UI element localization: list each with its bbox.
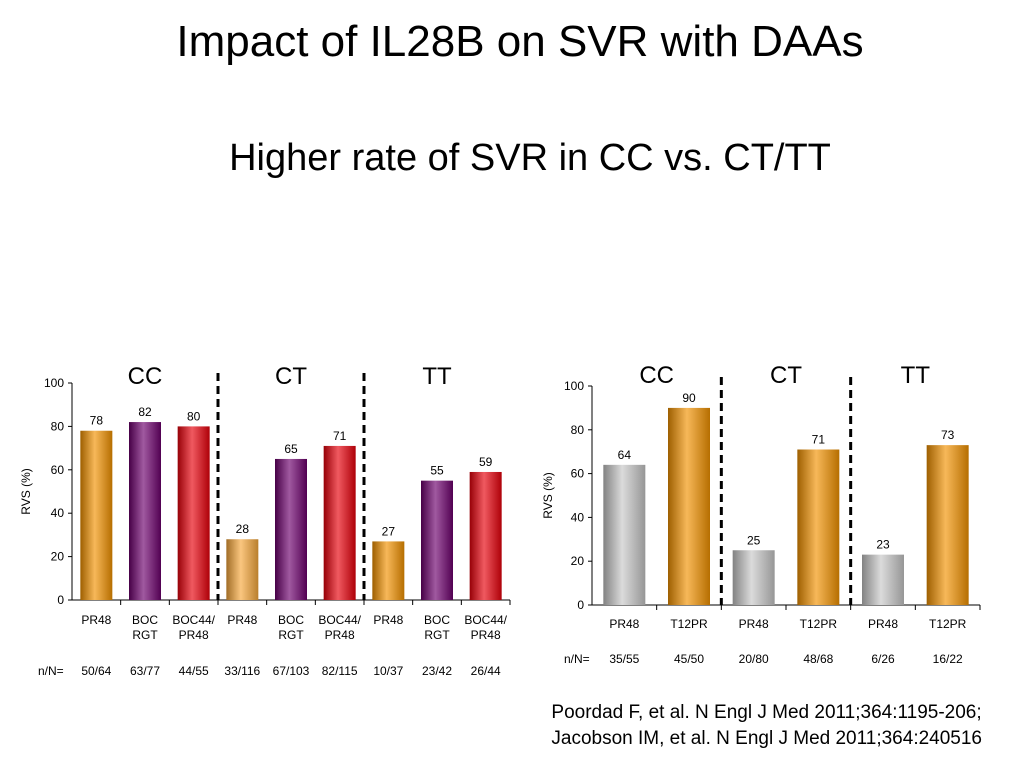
- n-over-n-value: 44/55: [179, 664, 209, 678]
- genotype-group-label: CC: [128, 363, 163, 390]
- y-tick-label: 80: [51, 419, 65, 433]
- bar: [732, 550, 775, 605]
- x-tick-label: PR48: [227, 613, 257, 627]
- bar: [797, 449, 840, 605]
- slide-title: Impact of IL28B on SVR with DAAs: [176, 17, 864, 66]
- y-axis-title: RVS (%): [541, 472, 555, 518]
- n-over-n-value: 50/64: [81, 664, 111, 678]
- bar-value-label: 64: [618, 448, 632, 462]
- n-over-n-value: 63/77: [130, 664, 160, 678]
- bar-value-label: 27: [382, 524, 396, 538]
- bar: [177, 426, 210, 600]
- bar: [275, 458, 307, 600]
- bar-value-label: 90: [682, 391, 696, 405]
- x-tick-label: T12PR: [670, 617, 708, 631]
- x-tick-label: BOC44/PR48: [464, 613, 507, 642]
- bar: [421, 480, 453, 600]
- n-over-n-value: 6/26: [871, 652, 895, 666]
- y-tick-label: 40: [571, 510, 585, 524]
- n-over-n-value: 33/116: [224, 664, 260, 678]
- bar: [603, 464, 646, 605]
- x-tick-label: BOC RGT: [278, 613, 304, 642]
- n-over-n-value: 20/80: [739, 652, 769, 666]
- bar: [226, 539, 259, 600]
- bar: [129, 422, 161, 600]
- y-axis-title: RVS (%): [19, 468, 33, 514]
- y-tick-label: 0: [57, 593, 64, 607]
- chart-telaprevir: 0 20 40 60 80 100 RVS (%) n/N= 64 PR48 35/55 90 T12P…: [541, 362, 981, 666]
- citation: Poordad F, et al. N Engl J Med 2011;364:…: [551, 700, 982, 752]
- y-tick-label: 60: [571, 467, 585, 481]
- bar: [323, 445, 356, 600]
- n-over-n-label: n/N=: [38, 664, 64, 678]
- genotype-group-label: CT: [770, 362, 802, 389]
- n-over-n-value: 67/103: [273, 664, 310, 678]
- x-tick-label: BOC RGT: [424, 613, 450, 642]
- bar: [372, 541, 405, 600]
- bar-value-label: 55: [430, 464, 444, 478]
- genotype-group-label: CC: [639, 362, 674, 389]
- x-tick-label: BOC RGT: [132, 613, 158, 642]
- n-over-n-value: 35/55: [609, 652, 639, 666]
- x-tick-label: PR48: [81, 613, 111, 627]
- y-tick-label: 100: [564, 379, 584, 393]
- n-over-n-value: 16/22: [933, 652, 963, 666]
- bar-value-label: 23: [876, 538, 890, 552]
- n-over-n-value: 82/115: [322, 664, 358, 678]
- x-tick-label: BOC44/PR48: [318, 613, 361, 642]
- y-tick-label: 0: [577, 598, 584, 612]
- citation-line-1: Poordad F, et al. N Engl J Med 2011;364:…: [551, 702, 982, 723]
- x-tick-label: T12PR: [929, 617, 967, 631]
- bar-value-label: 25: [747, 533, 761, 547]
- n-over-n-value: 10/37: [373, 664, 403, 678]
- x-tick-label: PR48: [868, 617, 898, 631]
- genotype-group-label: TT: [422, 363, 452, 390]
- bar: [469, 471, 502, 600]
- x-tick-label: PR48: [739, 617, 769, 631]
- x-tick-label: PR48: [609, 617, 639, 631]
- bar-value-label: 71: [812, 433, 826, 447]
- bar-value-label: 59: [479, 455, 493, 469]
- n-over-n-label: n/N=: [564, 652, 590, 666]
- n-over-n-value: 23/42: [422, 664, 452, 678]
- y-tick-label: 40: [51, 506, 65, 520]
- genotype-group-label: CT: [275, 363, 307, 390]
- genotype-group-label: TT: [901, 362, 931, 389]
- bar: [80, 430, 113, 600]
- bar-value-label: 71: [333, 429, 347, 443]
- bar: [668, 407, 710, 605]
- y-tick-label: 100: [44, 376, 64, 390]
- bar-value-label: 78: [90, 414, 104, 428]
- citation-line-2: Jacobson IM, et al. N Engl J Med 2011;36…: [551, 728, 982, 749]
- y-tick-label: 80: [571, 423, 585, 437]
- chart-boceprevir: 0 20 40 60 80 100 RVS (%) n/N= 78 PR48 50/64 82 BOC R…: [19, 363, 511, 678]
- n-over-n-value: 45/50: [674, 652, 704, 666]
- x-tick-label: BOC44/PR48: [172, 613, 215, 642]
- slide-subtitle: Higher rate of SVR in CC vs. CT/TT: [229, 137, 831, 179]
- y-tick-label: 60: [51, 463, 65, 477]
- x-tick-label: PR48: [373, 613, 403, 627]
- y-tick-label: 20: [51, 550, 65, 564]
- bar-value-label: 28: [236, 522, 250, 536]
- bar: [926, 445, 969, 605]
- n-over-n-value: 26/44: [471, 664, 501, 678]
- n-over-n-value: 48/68: [803, 652, 833, 666]
- bar-value-label: 82: [138, 405, 152, 419]
- bar-value-label: 73: [941, 428, 955, 442]
- bar-value-label: 65: [284, 442, 298, 456]
- bar: [862, 554, 904, 605]
- bar-value-label: 80: [187, 409, 201, 423]
- y-tick-label: 20: [571, 554, 585, 568]
- x-tick-label: T12PR: [800, 617, 838, 631]
